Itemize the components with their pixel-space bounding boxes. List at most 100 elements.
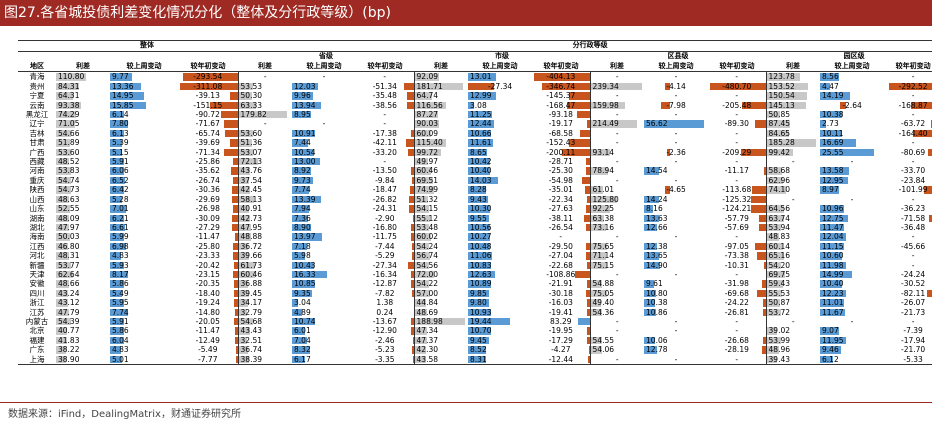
provincial-cell: -5.23 [356, 345, 414, 354]
municipal-cell: -27.34 [468, 82, 532, 91]
provincial-cell: -7.82 [356, 289, 414, 298]
park-cell: 48.96 [765, 345, 821, 355]
header-provincial: 省级 [319, 52, 334, 61]
header-admin-level: 分行政等级 [238, 40, 932, 52]
district-cell: - [644, 326, 708, 335]
data-bar [110, 92, 144, 100]
data-bar [415, 223, 429, 232]
cell-value: 72.13 [240, 157, 263, 167]
data-bar [751, 205, 766, 213]
cell-value: -11.47 [195, 232, 220, 242]
data-bar [110, 129, 124, 138]
data-bar [56, 158, 69, 166]
cell-value: 0.24 [376, 307, 394, 317]
cell-value: 10.11 [822, 128, 844, 138]
cell-value: 185.28 [768, 138, 795, 148]
data-bar [239, 280, 249, 288]
header-col: 较年初变动 [708, 62, 767, 73]
cell-value: - [674, 72, 678, 82]
data-bar [110, 270, 129, 279]
municipal-cell: 9.80 [468, 298, 532, 307]
cell-value: 60.46 [240, 269, 263, 279]
cell-value: 13.65 [646, 251, 668, 261]
cell-value: 13.00 [294, 157, 316, 167]
region-cell: 四川 [29, 288, 45, 298]
data-bar [741, 148, 766, 157]
park-cell: 12.75 [820, 214, 884, 223]
data-bar [292, 327, 305, 335]
cell-value: 53.07 [240, 147, 263, 157]
park-cell: 14.99 [820, 270, 884, 279]
cell-value: 53.53 [240, 81, 263, 91]
data-bar [110, 280, 124, 288]
data-bar [767, 120, 791, 128]
cell-value: 56.62 [646, 119, 668, 129]
park-cell: -30.52 [884, 279, 932, 288]
cell-value: 43.12 [58, 298, 80, 308]
data-bar [468, 308, 492, 316]
data-bar [232, 176, 238, 185]
provincial-cell: 53.60 [237, 128, 293, 139]
data-bar [591, 346, 603, 354]
overall-cell: -29.69 [178, 195, 238, 204]
data-bar [56, 214, 69, 222]
district-cell: -113.68 [708, 185, 766, 194]
data-bar [644, 299, 655, 307]
provincial-cell: 8.92 [292, 166, 356, 175]
district-cell: 14.24 [644, 195, 708, 204]
cell-value: 10.91 [294, 128, 316, 138]
cell-value: 54.55 [592, 335, 615, 345]
overall-cell: -25.80 [178, 242, 238, 251]
municipal-cell: 54.24 [413, 241, 469, 252]
cell-value: 60.02 [416, 232, 439, 242]
data-bar [110, 252, 121, 260]
data-bar [415, 308, 428, 316]
data-bar [468, 270, 495, 279]
district-cell: 56.62 [644, 119, 708, 128]
park-cell: -45.66 [884, 242, 932, 251]
provincial-cell: 39.66 [237, 251, 293, 261]
overall-cell: -65.74 [178, 129, 238, 138]
municipal-cell: -152.43 [532, 138, 590, 147]
data-bar [534, 73, 590, 81]
cell-value: - [322, 119, 326, 129]
table-row: 上海 38.90 5.01 -7.77 38.39 6.17 -3.35 43.58 8.31 -… [18, 354, 932, 365]
cell-value: 9.73 [294, 175, 311, 185]
municipal-cell: 3.08 [468, 101, 532, 110]
data-bar [56, 317, 71, 326]
data-bar [591, 82, 642, 91]
data-bar [820, 308, 845, 316]
cell-value: 54.24 [416, 241, 439, 251]
park-cell: -21.70 [884, 345, 932, 354]
cell-value: - [911, 232, 915, 242]
provincial-cell: 63.33 [237, 100, 293, 111]
cell-value: 7.80 [112, 119, 129, 129]
cell-value: -2.90 [375, 213, 395, 223]
overall-cell: -311.08 [178, 82, 238, 91]
data-bar [468, 336, 489, 345]
data-bar [411, 176, 414, 185]
data-bar [56, 327, 67, 335]
data-bar [415, 261, 429, 269]
data-bar [468, 205, 490, 213]
cell-value: -16.80 [372, 222, 397, 232]
data-bar [56, 308, 69, 316]
cell-value: 8.52 [470, 345, 487, 355]
header-blank [18, 40, 56, 52]
municipal-cell: 10.30 [468, 204, 532, 213]
provincial-cell: -13.50 [356, 166, 414, 175]
district-cell: - [708, 232, 766, 241]
cell-value: 10.38 [822, 110, 844, 120]
data-bar [224, 148, 238, 157]
provincial-cell: 7.04 [292, 336, 356, 345]
overall-cell: 6.04 [110, 336, 178, 345]
cell-value: -39.13 [195, 91, 220, 101]
cell-value: 50.30 [240, 91, 263, 101]
overall-cell: -19.24 [178, 298, 238, 307]
cell-value: 188.98 [416, 316, 443, 326]
provincial-cell: 10.54 [292, 148, 356, 157]
data-bar [56, 355, 67, 363]
cell-value: 7.18 [294, 241, 311, 251]
cell-value: -36.48 [901, 222, 926, 232]
overall-cell: -14.80 [178, 308, 238, 317]
